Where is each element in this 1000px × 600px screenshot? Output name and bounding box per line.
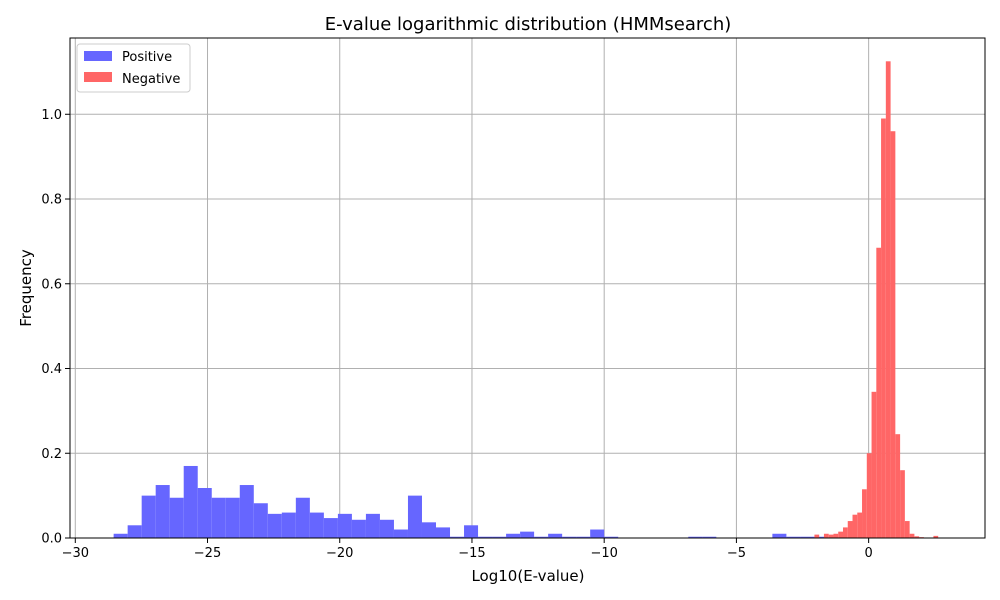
histogram-bar-positive — [800, 536, 815, 538]
histogram-bar-negative — [904, 521, 910, 538]
histogram-bar-negative — [833, 533, 839, 538]
histogram-bar-positive — [351, 519, 366, 538]
x-tick-label: −20 — [326, 546, 353, 561]
histogram-bar-negative — [838, 531, 843, 538]
histogram-bar-positive — [688, 536, 703, 538]
y-tick-label: 0.2 — [41, 447, 62, 462]
histogram-bar-positive — [506, 533, 521, 538]
x-tick-label: −25 — [194, 546, 221, 561]
histogram-bar-positive — [772, 533, 787, 538]
histogram-bar-negative — [852, 514, 858, 538]
histogram-bar-positive — [464, 525, 479, 538]
histogram-bar-positive — [702, 536, 717, 538]
histogram-bar-positive — [141, 495, 156, 538]
histogram-bar-positive — [225, 497, 240, 538]
histogram-bar-positive — [155, 485, 170, 538]
y-tick-label: 0.0 — [41, 532, 62, 547]
histogram-bar-negative — [828, 534, 834, 538]
chart-title: E-value logarithmic distribution (HMMsea… — [325, 14, 732, 35]
histogram-bar-negative — [890, 131, 896, 538]
histogram-bar-positive — [393, 529, 408, 538]
positive-series — [113, 465, 829, 538]
histogram-bar-positive — [590, 529, 605, 538]
x-axis-label: Log10(E-value) — [471, 567, 584, 585]
histogram-bar-negative — [866, 453, 872, 538]
plot-frame — [69, 37, 986, 539]
x-tick-label: −5 — [727, 546, 746, 561]
histogram-bar-positive — [604, 536, 619, 538]
histogram-bar-positive — [450, 536, 465, 538]
legend-swatch-negative — [84, 72, 112, 82]
histogram-bar-positive — [323, 518, 338, 538]
histogram-bar-positive — [421, 522, 436, 538]
histogram-bar-positive — [309, 512, 324, 538]
histogram-bar-negative — [814, 534, 820, 538]
histogram-bar-positive — [478, 536, 493, 538]
histogram-bar-negative — [823, 533, 829, 538]
histogram-bar-positive — [337, 513, 352, 538]
histogram-bar-positive — [520, 531, 535, 538]
x-tick-label: 0 — [865, 546, 873, 561]
histogram-bar-negative — [909, 533, 915, 538]
legend: Positive Negative — [76, 43, 191, 93]
x-tick-label: −10 — [590, 546, 617, 561]
histogram-bar-positive — [407, 495, 422, 538]
histogram-bar-positive — [562, 536, 577, 538]
histogram-bar-positive — [576, 536, 591, 538]
grid-lines — [70, 38, 985, 539]
histogram-bar-positive — [786, 536, 801, 538]
histogram-bar-positive — [127, 525, 142, 538]
histogram-bar-positive — [281, 512, 296, 538]
y-tick-label: 0.4 — [41, 362, 62, 377]
histogram-bar-positive — [253, 503, 268, 538]
x-axis-ticks: −30 −25 −20 −15 −10 −5 0 — [62, 538, 873, 561]
legend-label-positive: Positive — [122, 50, 172, 65]
histogram-bar-negative — [933, 535, 939, 538]
histogram-bar-negative — [862, 489, 867, 538]
histogram-bar-positive — [239, 485, 254, 538]
histogram-bar-positive — [211, 497, 226, 538]
histogram-bar-negative — [876, 247, 882, 538]
legend-swatch-positive — [84, 51, 112, 61]
y-tick-label: 1.0 — [41, 108, 62, 123]
histogram-bar-negative — [857, 512, 863, 538]
histogram-bar-positive — [365, 513, 380, 538]
histogram-bar-negative — [847, 521, 853, 538]
histogram-bar-positive — [548, 533, 563, 538]
histogram-bar-negative — [881, 118, 886, 538]
histogram-bar-positive — [492, 536, 507, 538]
histogram-bar-negative — [885, 61, 891, 538]
histogram-bar-positive — [814, 536, 829, 538]
legend-label-negative: Negative — [122, 72, 180, 87]
x-tick-label: −30 — [62, 546, 89, 561]
histogram-bar-negative — [871, 391, 877, 538]
y-axis-ticks: 0.0 0.2 0.4 0.6 0.8 1.0 — [41, 108, 70, 547]
histogram-bar-negative — [842, 527, 848, 538]
y-tick-label: 0.8 — [41, 193, 62, 208]
histogram-bar-positive — [169, 497, 184, 538]
histogram-bar-positive — [183, 465, 198, 538]
histogram-bar-positive — [379, 519, 394, 538]
histogram-bar-negative — [914, 536, 920, 538]
histogram-bar-positive — [267, 513, 282, 538]
histogram-bar-positive — [534, 536, 549, 538]
y-axis-label: Frequency — [17, 249, 35, 327]
histogram-bar-positive — [197, 488, 212, 538]
histogram-bar-negative — [900, 470, 905, 538]
histogram-bar-positive — [436, 527, 451, 538]
histogram-bar-positive — [113, 533, 128, 538]
histogram-bar-positive — [295, 497, 310, 538]
negative-series — [814, 61, 939, 538]
x-tick-label: −15 — [458, 546, 485, 561]
y-tick-label: 0.6 — [41, 277, 62, 292]
histogram-bar-negative — [895, 434, 901, 538]
